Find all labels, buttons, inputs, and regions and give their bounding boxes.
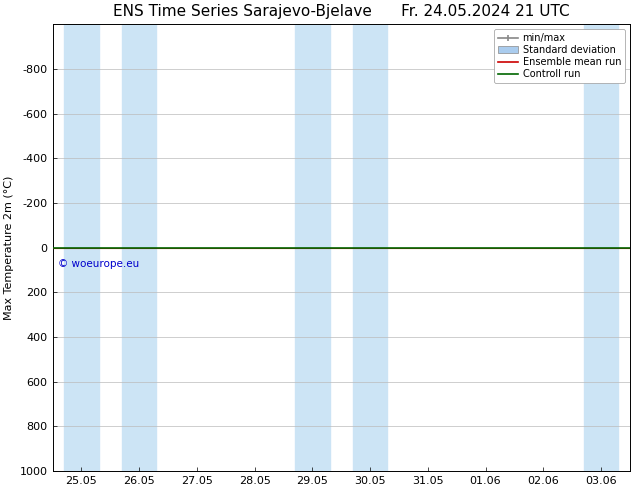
Y-axis label: Max Temperature 2m (°C): Max Temperature 2m (°C) — [4, 175, 14, 320]
Bar — [122, 24, 157, 471]
Bar — [295, 24, 330, 471]
Bar — [64, 24, 99, 471]
Title: ENS Time Series Sarajevo-Bjelave      Fr. 24.05.2024 21 UTC: ENS Time Series Sarajevo-Bjelave Fr. 24.… — [113, 4, 569, 19]
Legend: min/max, Standard deviation, Ensemble mean run, Controll run: min/max, Standard deviation, Ensemble me… — [495, 29, 625, 83]
Text: © woeurope.eu: © woeurope.eu — [58, 259, 139, 269]
Bar — [584, 24, 618, 471]
Bar — [353, 24, 387, 471]
